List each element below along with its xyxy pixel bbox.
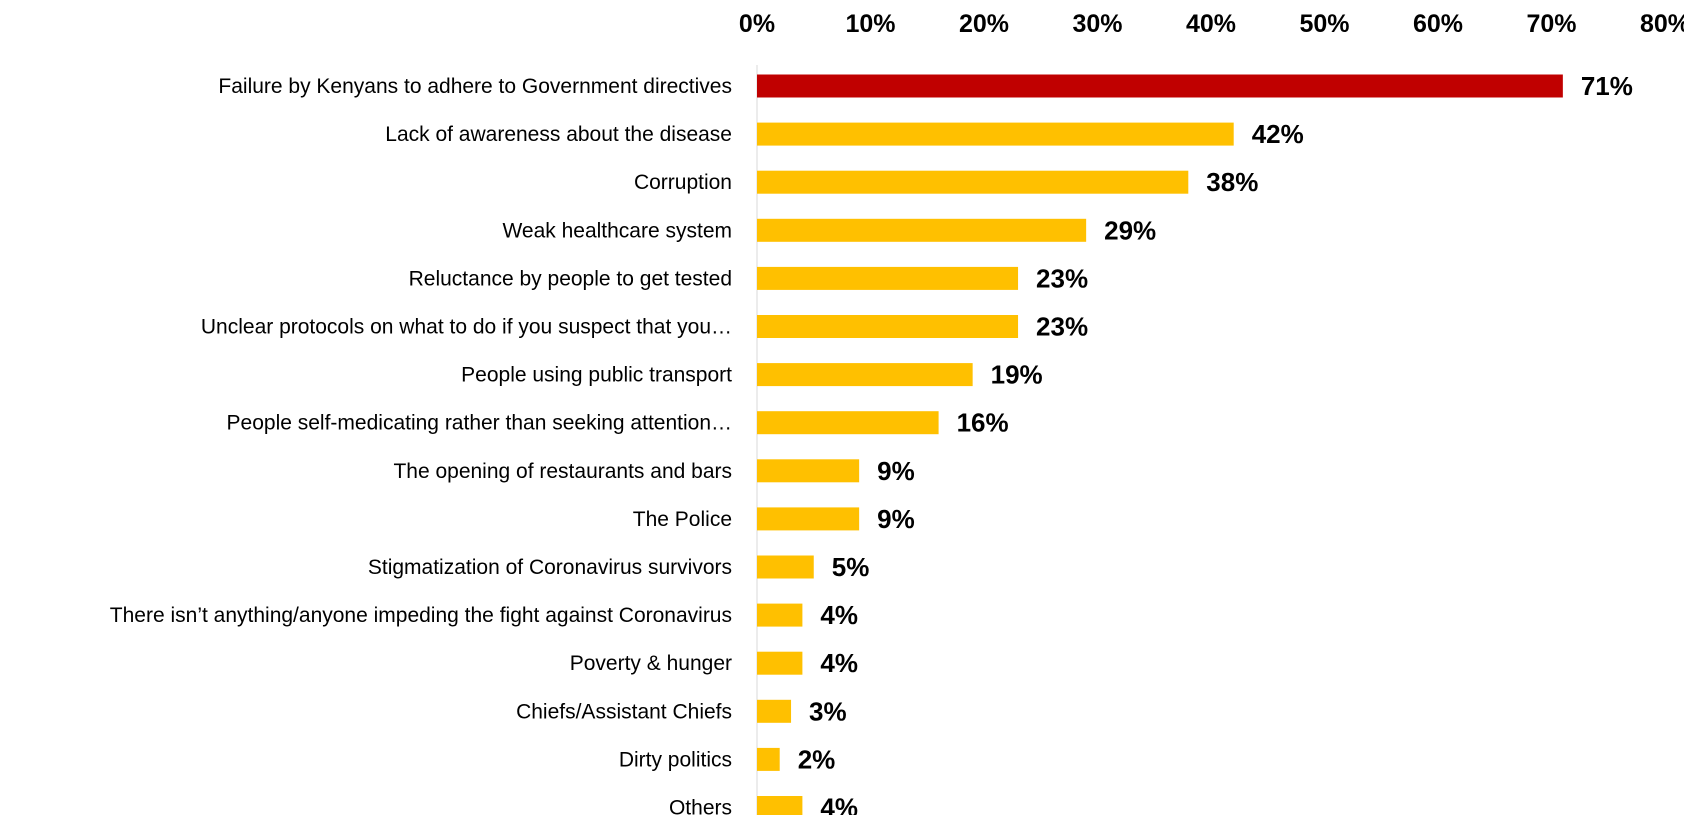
bar bbox=[757, 603, 803, 627]
bar bbox=[757, 74, 1563, 98]
value-label: 9% bbox=[877, 504, 915, 534]
x-tick-label: 10% bbox=[845, 10, 895, 38]
x-tick-label: 40% bbox=[1186, 10, 1236, 38]
x-tick-label: 20% bbox=[959, 10, 1009, 38]
bar bbox=[757, 266, 1019, 290]
bar bbox=[757, 122, 1234, 146]
x-tick-label: 70% bbox=[1526, 10, 1576, 38]
bar bbox=[757, 651, 803, 675]
category-label: The Police bbox=[633, 508, 732, 531]
value-label: 29% bbox=[1104, 215, 1156, 245]
bar bbox=[757, 555, 814, 579]
category-label: Chiefs/Assistant Chiefs bbox=[516, 700, 732, 723]
category-label: People using public transport bbox=[461, 364, 732, 387]
value-label: 16% bbox=[957, 408, 1009, 438]
value-label: 9% bbox=[877, 456, 915, 486]
x-tick-label: 50% bbox=[1299, 10, 1349, 38]
bar bbox=[757, 796, 803, 819]
bar bbox=[757, 507, 860, 531]
category-label: Dirty politics bbox=[619, 748, 732, 771]
value-label: 2% bbox=[798, 744, 836, 774]
bar bbox=[757, 170, 1189, 194]
category-label: Unclear protocols on what to do if you s… bbox=[201, 316, 732, 339]
category-label: Others bbox=[669, 797, 732, 816]
x-tick-label: 60% bbox=[1413, 10, 1463, 38]
category-label: The opening of restaurants and bars bbox=[393, 460, 732, 483]
x-tick-label: 30% bbox=[1072, 10, 1122, 38]
category-label: There isn’t anything/anyone impeding the… bbox=[110, 604, 732, 627]
x-tick-label: 80% bbox=[1640, 10, 1684, 38]
bar bbox=[757, 699, 792, 723]
category-label: Lack of awareness about the disease bbox=[385, 123, 732, 146]
value-label: 71% bbox=[1581, 71, 1633, 101]
category-label: Poverty & hunger bbox=[570, 652, 732, 675]
value-label: 23% bbox=[1036, 263, 1088, 293]
value-label: 19% bbox=[991, 360, 1043, 390]
bar bbox=[757, 315, 1019, 338]
value-label: 4% bbox=[820, 648, 858, 678]
value-label: 42% bbox=[1252, 119, 1304, 149]
category-label: Stigmatization of Coronavirus survivors bbox=[368, 556, 732, 579]
x-tick-label: 0% bbox=[739, 10, 775, 38]
category-label: Weak healthcare system bbox=[502, 219, 732, 242]
bar bbox=[757, 411, 939, 435]
value-label: 23% bbox=[1036, 312, 1088, 342]
bar bbox=[757, 218, 1087, 242]
bar bbox=[757, 459, 860, 483]
value-label: 3% bbox=[809, 696, 847, 726]
value-label: 4% bbox=[820, 600, 858, 630]
bar bbox=[757, 363, 973, 387]
value-label: 38% bbox=[1206, 167, 1258, 197]
category-label: Failure by Kenyans to adhere to Governme… bbox=[218, 75, 732, 98]
value-label: 4% bbox=[820, 793, 858, 816]
value-label: 5% bbox=[832, 552, 870, 582]
bar bbox=[757, 747, 780, 771]
category-label: People self-medicating rather than seeki… bbox=[227, 412, 732, 435]
category-label: Corruption bbox=[634, 171, 732, 194]
category-label: Reluctance by people to get tested bbox=[409, 267, 732, 290]
